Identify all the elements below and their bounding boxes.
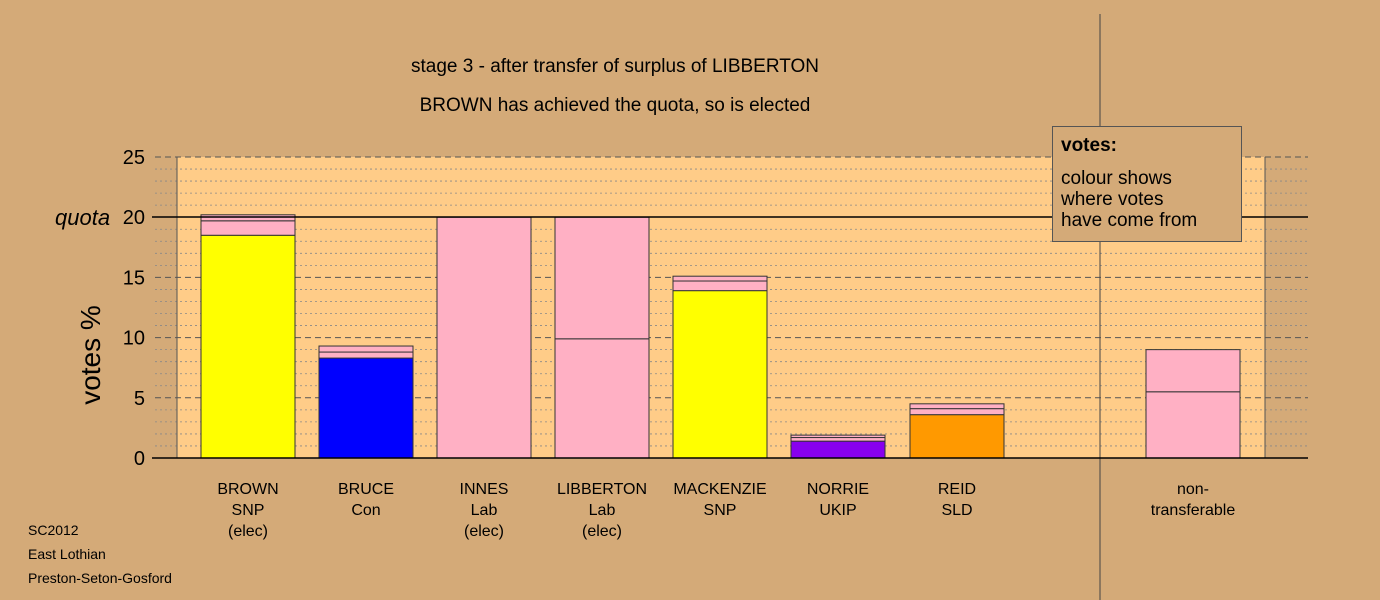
x-tick-label: SLD [941,502,972,519]
chart-title: stage 3 - after transfer of surplus of L… [411,56,819,77]
footer-election: SC2012 [28,522,79,538]
y-tick-label: 25 [123,147,145,169]
quota-label: quota [55,205,110,230]
bar-segment [436,216,532,459]
bar-segment [672,275,768,282]
bar-segment [318,345,414,353]
bar-segment [554,338,650,459]
bar-segment [200,234,296,459]
x-tick-label: non- [1177,481,1209,498]
x-tick-label: Lab [471,502,498,519]
y-tick-label: 5 [134,388,145,410]
bar-segment [790,434,886,439]
x-tick-labels: BROWN SNP (elec) BRUCE Con INNES Lab (elec) LIBB… [217,481,1235,540]
y-tick-label: 10 [123,328,145,350]
legend-line: where votes [1061,189,1164,210]
x-tick-label: SNP [232,502,265,519]
x-tick-label: UKIP [819,502,856,519]
bar-segment [790,440,886,459]
y-tick-labels: 0 5 10 15 20 25 [123,147,145,470]
x-tick-label: (elec) [582,523,622,540]
x-tick-label: BRUCE [338,481,394,498]
bar-segment [318,357,414,459]
y-tick-label: 20 [123,207,145,229]
bar-segment [909,403,1005,410]
bar-segment [909,408,1005,416]
footer-council: East Lothian [28,546,106,562]
x-tick-label: (elec) [464,523,504,540]
legend: votes: colour shows where votes have com… [1052,126,1242,242]
bar-segment [554,216,650,340]
x-tick-label: (elec) [228,523,268,540]
x-tick-label: MACKENZIE [673,481,766,498]
y-tick-label: 15 [123,267,145,289]
legend-line: have come from [1061,210,1198,231]
bar-segment [909,414,1005,459]
legend-line: colour shows [1061,168,1172,189]
bar-segment [672,290,768,459]
x-tick-label: NORRIE [807,481,869,498]
footer-ward: Preston-Seton-Gosford [28,570,172,586]
bars [200,214,1241,459]
bar-segment [790,437,886,442]
x-tick-label: transferable [1151,502,1236,519]
bar-segment [672,280,768,292]
x-tick-label: SNP [704,502,737,519]
bar-segment [200,214,296,222]
bar-segment [318,351,414,359]
x-tick-label: BROWN [217,481,278,498]
x-tick-label: INNES [460,481,509,498]
x-tick-label: LIBBERTON [557,481,647,498]
x-tick-label: Con [351,502,380,519]
bar-segment [1145,391,1241,459]
chart-subtitle: BROWN has achieved the quota, so is elec… [420,95,811,116]
bar-segment [1145,349,1241,393]
y-tick-label: 0 [134,448,145,470]
legend-title: votes: [1061,135,1117,156]
x-tick-label: Lab [589,502,616,519]
bar-segment [200,220,296,236]
x-tick-label: REID [938,481,976,498]
y-axis-label: votes % [75,305,106,405]
